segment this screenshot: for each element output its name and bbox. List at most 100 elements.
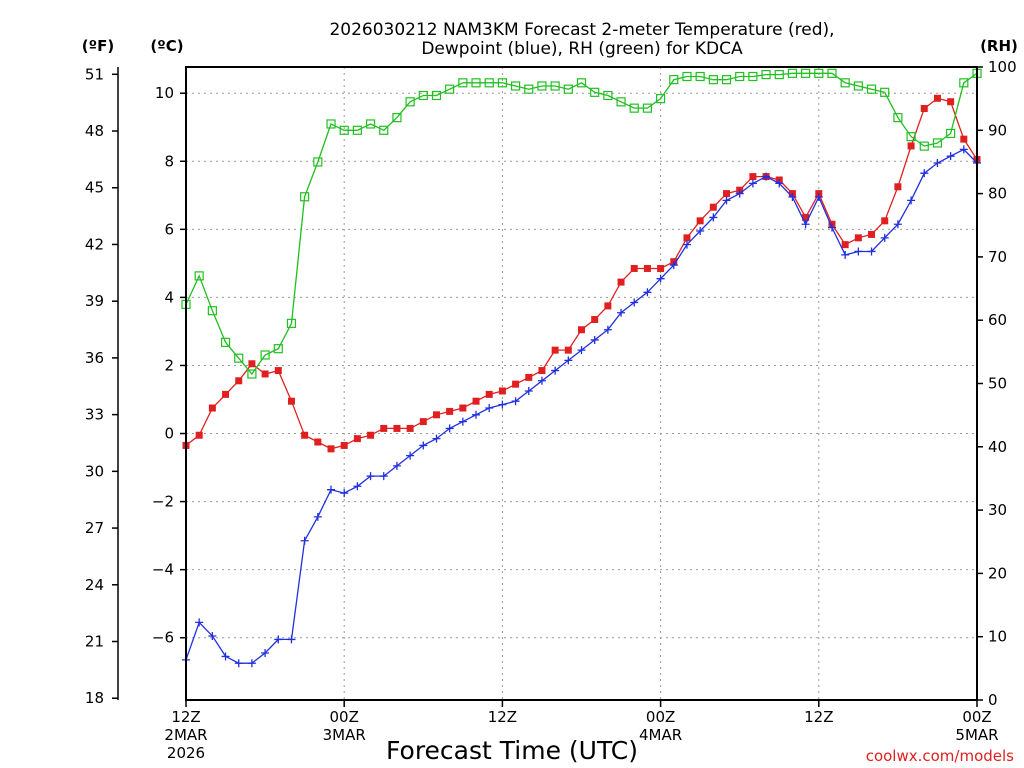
temperature-point	[657, 264, 665, 272]
rh-point	[313, 157, 323, 167]
dewpoint-point	[841, 250, 850, 259]
celsius-tick-label: −2	[152, 493, 174, 511]
dewpoint-point	[577, 346, 586, 355]
time-tick-label: 12Z	[804, 708, 833, 726]
temperature-point	[630, 264, 638, 272]
dewpoint-point	[762, 172, 771, 181]
celsius-tick-label: 4	[164, 288, 174, 306]
temperature-point	[287, 397, 295, 405]
rh-tick-label: 20	[988, 564, 1007, 582]
rh-point	[458, 78, 468, 88]
dewpoint-point	[485, 404, 494, 413]
dewpoint-point	[261, 649, 270, 658]
fahrenheit-tick-label: 21	[85, 633, 104, 651]
rh-tick-label: 10	[988, 628, 1007, 646]
rh-point	[207, 306, 217, 316]
rh-point	[932, 138, 943, 148]
rh-point	[827, 68, 837, 78]
rh-point	[721, 75, 732, 85]
rh-point	[669, 75, 679, 85]
dewpoint-point	[551, 366, 560, 375]
dewpoint-point	[537, 376, 546, 385]
time-tick-label: 3MAR	[323, 726, 366, 744]
rh-point	[365, 119, 376, 129]
temperature-point	[393, 424, 401, 432]
rh-point	[761, 69, 771, 80]
series-line	[185, 97, 978, 450]
rh-point	[801, 68, 811, 78]
temperature-point	[235, 377, 243, 385]
rh-point	[853, 81, 863, 91]
temperature-point	[432, 411, 440, 419]
temperature-point	[208, 404, 216, 412]
temperature-point	[525, 373, 533, 381]
dewpoint-point	[788, 193, 797, 202]
rh-point	[708, 75, 718, 85]
dewpoint-point	[590, 335, 599, 344]
dewpoint-point	[221, 652, 230, 661]
celsius-tick-label: 2	[164, 356, 174, 374]
rh-point	[748, 71, 758, 82]
series-1	[182, 145, 981, 668]
dewpoint-point	[208, 632, 217, 641]
rh-point	[946, 128, 956, 139]
celsius-tick-label: 10	[155, 84, 174, 102]
dewpoint-point	[366, 472, 375, 481]
temperature-point	[947, 98, 955, 106]
fahrenheit-tick-label: 42	[85, 235, 104, 253]
dewpoint-point	[854, 247, 863, 256]
dewpoint-point	[379, 472, 388, 481]
fahrenheit-tick-label: 36	[85, 349, 104, 367]
dewpoint-point	[432, 434, 441, 443]
temperature-point	[933, 94, 941, 102]
dewpoint-point	[801, 220, 810, 229]
time-tick-label: 12Z	[488, 708, 517, 726]
temperature-point	[723, 190, 731, 198]
temperature-point	[314, 438, 322, 446]
rh-point	[352, 125, 362, 135]
time-tick-label: 5MAR	[955, 726, 998, 744]
dewpoint-point	[392, 461, 401, 470]
rh-point	[563, 84, 573, 94]
dewpoint-point	[696, 227, 705, 236]
fahrenheit-axis: 18 21 24 27 30 33 36 39 42 45 48 51	[85, 65, 118, 707]
celsius-tick-label: −4	[152, 561, 174, 579]
rh-point	[959, 78, 969, 88]
temperature-point	[907, 142, 915, 150]
rh-point	[339, 125, 349, 135]
dewpoint-point	[907, 196, 916, 205]
rh-point	[642, 103, 653, 113]
temperature-point	[709, 203, 717, 211]
rh-point	[735, 71, 745, 82]
temperature-point	[195, 431, 203, 439]
rh-point	[405, 97, 415, 107]
dewpoint-point	[274, 635, 283, 644]
dewpoint-point	[472, 410, 481, 419]
temperature-point	[327, 445, 335, 453]
temperature-point	[446, 407, 454, 415]
dewpoint-point	[617, 308, 626, 317]
rh-point	[260, 350, 270, 360]
temperature-point	[538, 367, 546, 375]
temperature-point	[353, 435, 361, 443]
temperature-point	[881, 217, 889, 225]
fahrenheit-tick-label: 39	[85, 292, 104, 310]
rh-point	[194, 271, 204, 281]
rh-point	[603, 90, 613, 101]
chart-title-line1: 2026030212 NAM3KM Forecast 2-meter Tempe…	[329, 20, 834, 40]
temperature-point	[683, 234, 691, 242]
dewpoint-point	[643, 288, 652, 297]
celsius-axis: −6 −4 −2 0 2 4 6 8 10	[152, 84, 186, 647]
temperature-point	[617, 278, 625, 286]
temperature-point	[604, 302, 612, 310]
temperature-point	[920, 105, 928, 113]
temperature-point	[749, 173, 757, 181]
temperature-point	[868, 230, 876, 238]
temperature-point	[406, 424, 414, 432]
temperature-point	[591, 316, 599, 324]
time-tick-label: 00Z	[330, 708, 359, 726]
series-2	[181, 68, 982, 379]
temperature-point	[274, 367, 282, 375]
temperature-point	[367, 431, 375, 439]
temperature-point	[854, 234, 862, 242]
